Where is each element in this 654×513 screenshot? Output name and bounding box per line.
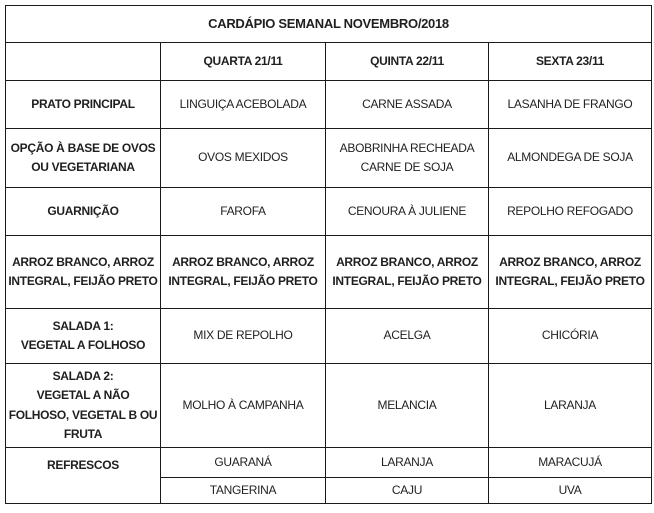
menu-cell: ARROZ BRANCO, ARROZ INTEGRAL, FEIJÃO PRE… (487, 235, 653, 309)
menu-cell: MOLHO À CAMPANHA (160, 363, 326, 448)
menu-cell: GUARANÁ (160, 447, 326, 478)
row-label-opcao-ovos-vegetariana: OPÇÃO À BASE DE OVOS OU VEGETARIANA (5, 128, 161, 188)
menu-cell: ACELGA (325, 308, 489, 364)
table-row-salada-2: SALADA 2: VEGETAL A NÃO FOLHOSO, VEGETAL… (5, 363, 653, 448)
menu-cell: TANGERINA (160, 477, 326, 504)
column-header-sexta: SEXTA 23/11 (487, 42, 653, 81)
table-row-prato-principal: PRATO PRINCIPAL LINGUIÇA ACEBOLADA CARNE… (5, 80, 653, 129)
header-row: QUARTA 21/11 QUINTA 22/11 SEXTA 23/11 (5, 42, 653, 81)
menu-cell: MARACUJÁ (487, 447, 653, 478)
table-row-arroz-feijao: ARROZ BRANCO, ARROZ INTEGRAL, FEIJÃO PRE… (5, 235, 653, 309)
menu-cell: ABOBRINHA RECHEADA CARNE DE SOJA (325, 128, 489, 188)
menu-cell: CHICÓRIA (487, 308, 653, 364)
column-header-quinta: QUINTA 22/11 (325, 42, 489, 81)
menu-cell: LASANHA DE FRANGO (487, 80, 653, 129)
table-row-opcao-ovos-vegetariana: OPÇÃO À BASE DE OVOS OU VEGETARIANA OVOS… (5, 128, 653, 188)
weekly-menu-table: CARDÁPIO SEMANAL NOVEMBRO/2018 QUARTA 21… (4, 5, 653, 504)
table-row-salada-1: SALADA 1: VEGETAL A FOLHOSO MIX DE REPOL… (5, 308, 653, 364)
menu-cell: OVOS MEXIDOS (160, 128, 326, 188)
table-row-refrescos-1: REFRESCOS GUARANÁ LARANJA MARACUJÁ (5, 447, 653, 504)
row-label-arroz-feijao: ARROZ BRANCO, ARROZ INTEGRAL, FEIJÃO PRE… (5, 235, 161, 309)
menu-cell: MIX DE REPOLHO (160, 308, 326, 364)
row-label-salada-1: SALADA 1: VEGETAL A FOLHOSO (5, 308, 161, 364)
row-label-guarnicao: GUARNIÇÃO (5, 187, 161, 236)
menu-cell: CENOURA À JULIENE (325, 187, 489, 236)
menu-cell: UVA (487, 477, 653, 504)
title-row: CARDÁPIO SEMANAL NOVEMBRO/2018 (4, 5, 653, 43)
menu-cell: CAJU (325, 477, 489, 504)
menu-cell: LINGUIÇA ACEBOLADA (160, 80, 326, 129)
row-label-prato-principal: PRATO PRINCIPAL (5, 80, 161, 129)
corner-header-cell (5, 42, 161, 81)
menu-cell: ARROZ BRANCO, ARROZ INTEGRAL, FEIJÃO PRE… (325, 235, 489, 309)
table-row-refrescos-2: TANGERINA CAJU UVA (6, 477, 653, 504)
menu-cell: ARROZ BRANCO, ARROZ INTEGRAL, FEIJÃO PRE… (160, 235, 326, 309)
menu-cell: MELANCIA (325, 363, 489, 448)
menu-cell: CARNE ASSADA (325, 80, 489, 129)
column-header-quarta: QUARTA 21/11 (160, 42, 326, 81)
row-label-salada-2: SALADA 2: VEGETAL A NÃO FOLHOSO, VEGETAL… (5, 363, 161, 448)
menu-cell: LARANJA (325, 447, 489, 478)
row-label-refrescos: REFRESCOS (5, 447, 161, 504)
page-title: CARDÁPIO SEMANAL NOVEMBRO/2018 (4, 5, 653, 43)
table-row-guarnicao: GUARNIÇÃO FAROFA CENOURA À JULIENE REPOL… (5, 187, 653, 236)
menu-cell: REPOLHO REFOGADO (487, 187, 653, 236)
menu-cell: LARANJA (487, 363, 653, 448)
menu-cell: ALMONDEGA DE SOJA (487, 128, 653, 188)
menu-cell: FAROFA (160, 187, 326, 236)
